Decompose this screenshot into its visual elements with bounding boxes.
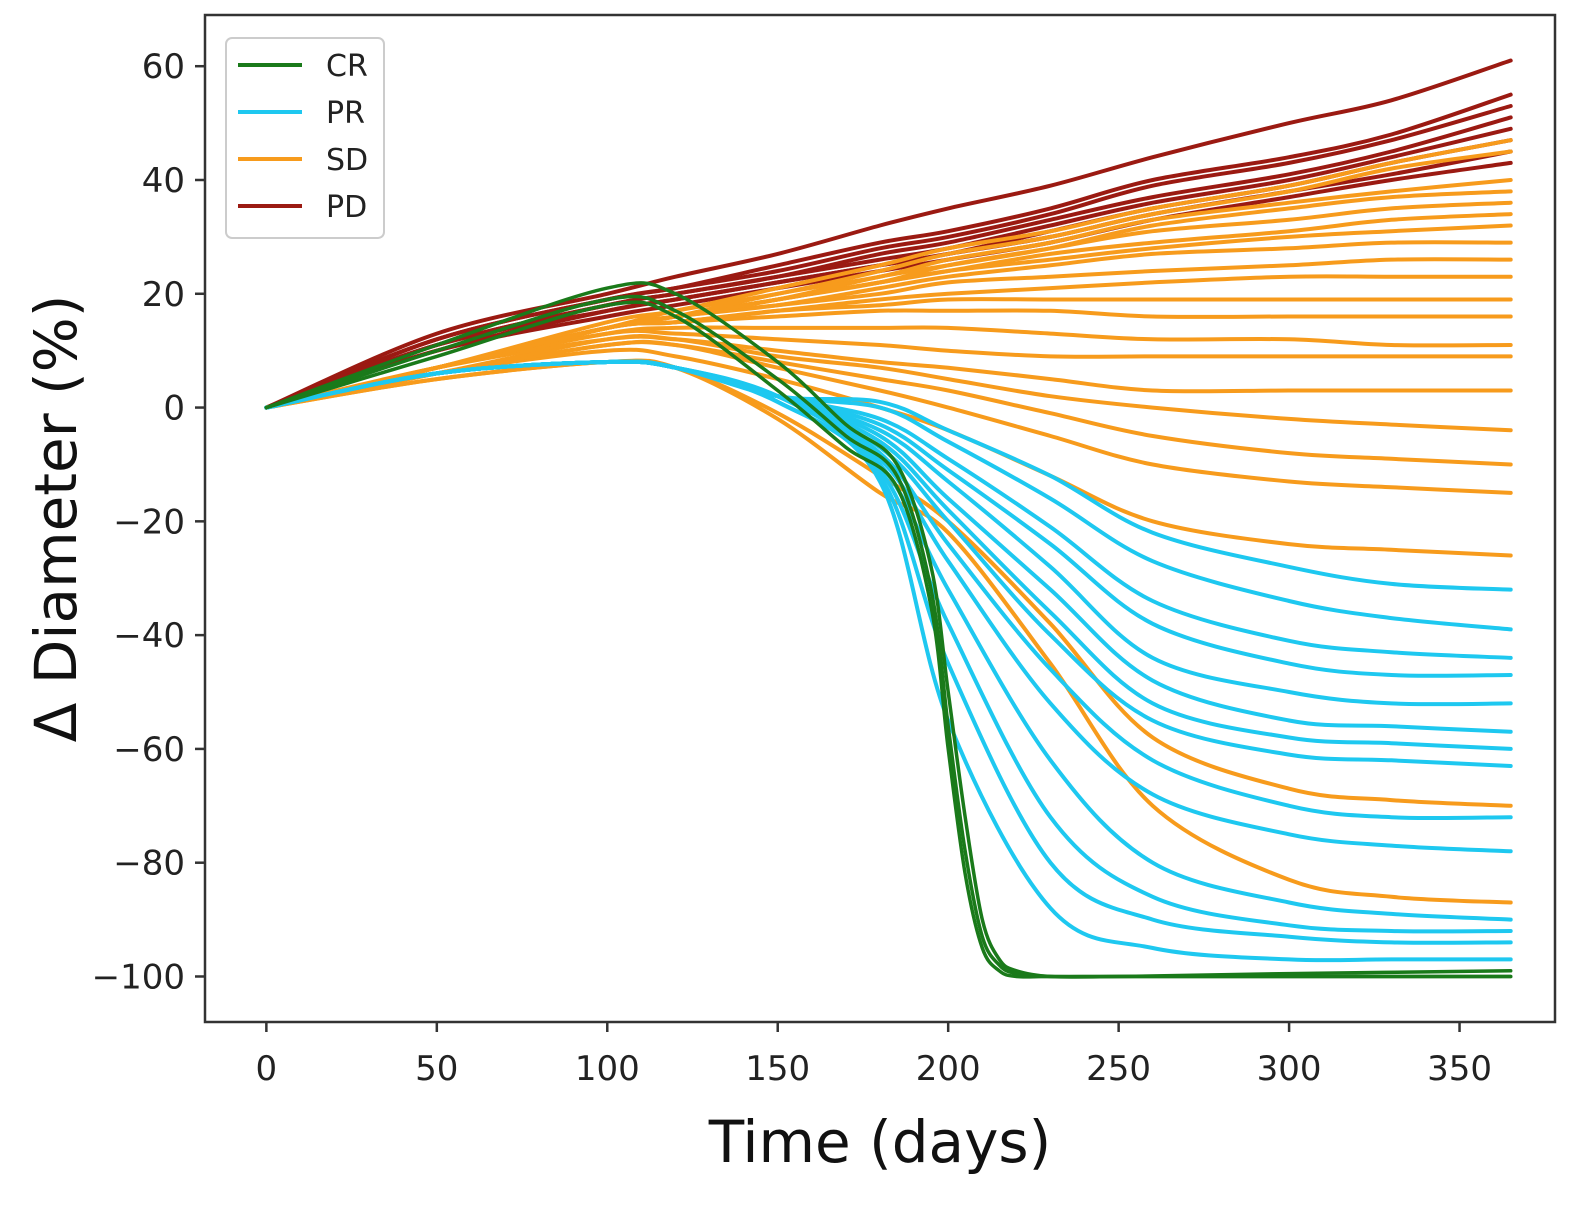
legend: CR PR SD PD: [225, 37, 385, 239]
series-sd-line-6: [264, 333, 1513, 433]
series-sd-line-20: [264, 149, 1513, 410]
legend-entry-pd: PD: [238, 190, 367, 225]
series-sd-line-2: [264, 358, 1513, 808]
x-tick-label: 200: [916, 1049, 981, 1089]
y-axis-title: Δ Diameter (%): [22, 295, 90, 743]
x-tick-label: 350: [1427, 1049, 1492, 1089]
plot-frame: [203, 13, 1557, 1024]
y-tick-label: 60: [142, 47, 185, 87]
legend-label: PR: [326, 96, 365, 131]
series-sd-line-9: [264, 325, 1513, 410]
series-pd-line-8: [264, 160, 1513, 410]
series-sd-line-7: [264, 334, 1513, 410]
series-sd-line-5: [264, 340, 1513, 467]
series-pd-line-3: [264, 104, 1513, 410]
x-tick-label: 300: [1257, 1049, 1322, 1089]
series-cr: [264, 281, 1513, 979]
y-tick-label: 0: [163, 389, 185, 429]
y-tick-label: −80: [113, 844, 185, 884]
y-tick-label: −20: [113, 502, 185, 542]
legend-box: [225, 37, 385, 239]
series-sd-line-21: [264, 138, 1513, 410]
legend-label: CR: [326, 49, 368, 84]
series-cr-line-1: [264, 281, 1513, 979]
y-tick-label: −60: [113, 730, 185, 770]
series-pr-line-12: [264, 359, 1513, 660]
legend-entry-cr: CR: [238, 49, 368, 84]
legend-label: SD: [326, 143, 368, 178]
legend-label: PD: [326, 190, 367, 225]
x-tick-label: 100: [575, 1049, 640, 1089]
x-tick-label: 50: [415, 1049, 458, 1089]
x-tick-label: 250: [1086, 1049, 1151, 1089]
y-axis: 60 40 20 0 −20 −40 −60 −80 −100: [92, 47, 205, 997]
series-pr-line-14: [264, 359, 1513, 592]
legend-entry-sd: SD: [238, 143, 368, 178]
y-tick-label: 40: [142, 161, 185, 201]
series-pr-line-10: [264, 359, 1513, 707]
legend-entry-pr: PR: [238, 96, 365, 131]
x-axis: 0 50 100 150 200 250 300 350: [256, 1022, 1492, 1089]
x-tick-label: 0: [256, 1049, 278, 1089]
x-axis-title: Time (days): [708, 1108, 1052, 1176]
series-cr-line-2: [264, 294, 1513, 979]
x-tick-label: 150: [745, 1049, 810, 1089]
y-tick-label: −100: [92, 957, 185, 997]
series-cr-line-3: [264, 300, 1513, 979]
y-tick-label: −40: [113, 616, 185, 656]
series-layer: [264, 58, 1513, 979]
y-tick-label: 20: [142, 275, 185, 315]
series-sd: [264, 138, 1513, 905]
